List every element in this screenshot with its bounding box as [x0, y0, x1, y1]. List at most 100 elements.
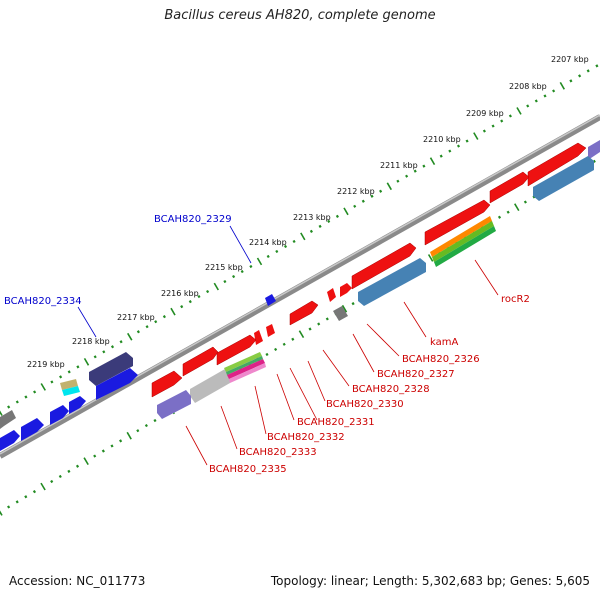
gene-feature[interactable]	[424, 199, 491, 246]
ruler-minor-tick	[361, 199, 365, 203]
gene-feature[interactable]	[265, 294, 276, 306]
ruler-major-tick	[300, 232, 306, 241]
ruler-minor-tick	[351, 302, 355, 306]
ruler-minor-tick	[93, 454, 97, 458]
gene-feature[interactable]	[157, 390, 191, 419]
ruler-label-2207: 2207 kbp	[551, 55, 589, 64]
gene-feature[interactable]	[588, 140, 600, 160]
gene-feature[interactable]	[62, 386, 80, 396]
ruler-major-tick	[40, 383, 46, 391]
ruler-minor-tick	[578, 74, 582, 78]
ruler-major-tick	[341, 304, 348, 313]
gene-feature[interactable]	[229, 363, 266, 383]
gene-feature[interactable]	[340, 283, 352, 297]
gene-feature[interactable]	[333, 306, 348, 321]
gene-label-bcah820-2329[interactable]: BCAH820_2329	[154, 214, 232, 225]
ruler-minor-tick	[162, 315, 166, 319]
gene-feature[interactable]	[254, 330, 263, 345]
map-title: Bacillus cereus AH820, complete genome	[164, 8, 436, 23]
ruler-minor-tick	[7, 405, 11, 409]
gene-label-bcah820-2327[interactable]: BCAH820_2327	[377, 369, 455, 380]
ruler-minor-tick	[67, 469, 71, 473]
gene-label-bcah820-2332[interactable]: BCAH820_2332	[267, 432, 345, 443]
genome-backbone	[0, 114, 600, 459]
ruler-minor-tick	[448, 149, 452, 153]
ruler-minor-tick	[491, 124, 495, 128]
ruler-minor-tick	[526, 104, 530, 108]
ruler-minor-tick	[15, 400, 19, 404]
gene-label-bcah820-2326[interactable]: BCAH820_2326	[402, 354, 480, 365]
gene-feature[interactable]	[96, 368, 138, 400]
gene-feature[interactable]	[216, 334, 257, 366]
ruler-minor-tick	[497, 215, 502, 219]
ruler-minor-tick	[465, 139, 469, 143]
ruler-minor-tick	[317, 322, 321, 326]
ruler-minor-tick	[422, 164, 426, 168]
gene-feature[interactable]	[489, 171, 530, 204]
gene-feature[interactable]	[60, 379, 78, 390]
gene-feature[interactable]	[327, 288, 336, 302]
gene-feature[interactable]	[0, 430, 20, 451]
ruler-major-tick	[83, 357, 90, 366]
gene-feature[interactable]	[430, 216, 492, 257]
gene-label-bcah820-2330[interactable]: BCAH820_2330	[326, 399, 404, 410]
gene-label-bcah820-2334[interactable]: BCAH820_2334	[4, 296, 82, 307]
ruler-minor-tick	[396, 179, 400, 183]
ruler-major-tick	[127, 332, 133, 341]
ruler-minor-tick	[76, 365, 80, 369]
gene-feature[interactable]	[434, 226, 496, 267]
ruler-minor-tick	[32, 490, 37, 494]
ruler-label-2214: 2214 kbp	[249, 238, 287, 247]
ruler-minor-tick	[309, 229, 313, 233]
gene-feature[interactable]	[224, 352, 262, 372]
gene-feature[interactable]	[227, 359, 265, 379]
ruler-minor-tick	[592, 159, 596, 163]
gene-feature[interactable]	[69, 396, 86, 414]
ruler-minor-tick	[266, 254, 270, 259]
gene-label-bcah820-2333[interactable]: BCAH820_2333	[239, 447, 317, 458]
ruler-label-2217: 2217 kbp	[117, 313, 155, 322]
gene-label-bcah820-2331[interactable]: BCAH820_2331	[297, 417, 375, 428]
gene-label-rocr2[interactable]: rocR2	[501, 294, 530, 305]
ruler-minor-tick	[197, 295, 201, 299]
ruler-label-2216: 2216 kbp	[161, 289, 199, 298]
gene-features	[0, 140, 600, 451]
gene-feature[interactable]	[50, 405, 69, 425]
ruler-major-tick	[40, 482, 46, 491]
gene-label-kama[interactable]: kamA	[430, 337, 458, 348]
ruler-major-tick	[170, 307, 176, 316]
gene-feature[interactable]	[0, 410, 16, 429]
gene-feature[interactable]	[289, 300, 319, 326]
gene-feature[interactable]	[226, 356, 263, 375]
ruler-label-2213: 2213 kbp	[293, 213, 331, 222]
ruler-minor-tick	[353, 204, 357, 208]
gene-label-bcah820-2335[interactable]: BCAH820_2335	[209, 464, 287, 475]
ruler-minor-tick	[119, 340, 123, 344]
ruler-minor-tick	[102, 350, 106, 354]
ruler-major-tick	[83, 457, 89, 466]
gene-feature[interactable]	[351, 242, 417, 290]
ruler-minor-tick	[110, 345, 115, 349]
gene-feature[interactable]	[190, 369, 230, 403]
ruler-minor-tick	[586, 69, 590, 73]
ruler-minor-tick	[59, 375, 63, 379]
ruler-minor-tick	[308, 327, 312, 331]
gene-feature[interactable]	[182, 346, 219, 377]
ruler-major-tick	[473, 132, 479, 140]
gene-feature[interactable]	[21, 418, 44, 441]
gene-feature[interactable]	[527, 142, 587, 187]
ruler-minor-tick	[275, 249, 279, 254]
ruler-minor-tick	[67, 370, 71, 374]
ruler-major-tick	[0, 410, 3, 416]
gene-feature[interactable]	[89, 352, 133, 386]
ruler-minor-tick	[413, 169, 417, 173]
gene-feature[interactable]	[266, 324, 275, 337]
gene-label-bcah820-2328[interactable]: BCAH820_2328	[352, 384, 430, 395]
ruler-minor-tick	[154, 320, 158, 324]
gene-feature[interactable]	[151, 370, 183, 398]
gene-feature[interactable]	[432, 221, 494, 262]
ruler-major-tick	[429, 157, 436, 166]
gene-feature[interactable]	[533, 156, 594, 201]
gene-feature[interactable]	[358, 258, 426, 306]
